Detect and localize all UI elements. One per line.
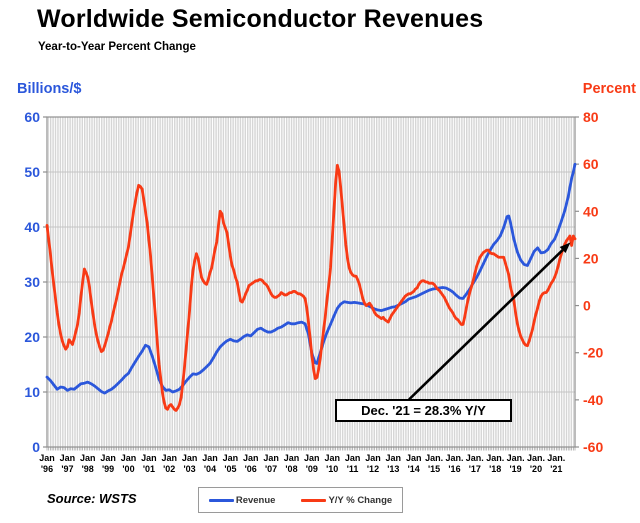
x-tick-year: '21 — [550, 464, 562, 474]
left-axis-unit-label: Billions/$ — [17, 81, 82, 97]
x-tick-year: '00 — [122, 464, 134, 474]
right-axis-tick-label: 20 — [583, 250, 599, 266]
revenue-legend-label: Revenue — [235, 494, 276, 506]
yoy-legend-label: Y/Y % Change — [328, 494, 393, 506]
left-axis-tick-label: 50 — [24, 164, 40, 180]
x-tick-month: Jan — [406, 453, 422, 463]
right-axis-tick-label: 0 — [583, 298, 591, 314]
x-tick-year: '05 — [224, 464, 236, 474]
x-tick-year: '15 — [428, 464, 440, 474]
right-axis-tick-label: 40 — [583, 203, 599, 219]
x-tick-year: '19 — [510, 464, 522, 474]
x-tick-month: Jan — [304, 453, 320, 463]
right-axis-tick-label: 60 — [583, 156, 599, 172]
x-tick-year: '09 — [306, 464, 318, 474]
left-axis-tick-label: 0 — [32, 439, 40, 455]
x-tick-year: '02 — [163, 464, 175, 474]
left-axis-tick-label: 30 — [24, 274, 40, 290]
yoy-line-swatch — [301, 498, 327, 502]
chart-subtitle: Year-to-Year Percent Change — [38, 41, 196, 53]
x-tick-year: '18 — [489, 464, 501, 474]
x-tick-year: '12 — [367, 464, 379, 474]
revenue-line-swatch — [208, 498, 234, 502]
source-credit: Source: WSTS — [47, 491, 137, 506]
x-tick-year: '01 — [143, 464, 155, 474]
x-tick-year: '14 — [408, 464, 420, 474]
x-tick-month: Jan — [365, 453, 381, 463]
x-tick-year: '04 — [204, 464, 216, 474]
x-tick-month: Jan. — [547, 453, 565, 463]
right-axis-ticks: -60 -40 -20 0 20 40 60 80 — [575, 109, 603, 455]
legend-item-revenue: Revenue — [208, 494, 276, 506]
x-tick-year: '96 — [41, 464, 53, 474]
right-axis-tick-label: 80 — [583, 109, 599, 125]
x-tick-year: '99 — [102, 464, 114, 474]
x-tick-month: Jan — [386, 453, 402, 463]
x-tick-year: '07 — [265, 464, 277, 474]
x-tick-month: Jan — [161, 453, 177, 463]
x-tick-month: Jan — [39, 453, 55, 463]
x-tick-month: Jan — [121, 453, 137, 463]
x-tick-month: Jan — [263, 453, 279, 463]
x-tick-month: Jan. — [425, 453, 443, 463]
x-tick-month: Jan — [80, 453, 96, 463]
right-axis-unit-label: Percent — [582, 81, 636, 97]
x-tick-year: '17 — [469, 464, 481, 474]
x-tick-month: Jan. — [527, 453, 545, 463]
x-tick-month: Jan — [182, 453, 198, 463]
x-tick-month: Jan. — [445, 453, 463, 463]
x-tick-year: '98 — [82, 464, 94, 474]
chart-title: Worldwide Semiconductor Revenues — [37, 5, 484, 33]
x-tick-month: Jan. — [507, 453, 525, 463]
x-tick-month: Jan — [60, 453, 76, 463]
x-tick-month: Jan. — [486, 453, 504, 463]
left-axis-tick-label: 10 — [24, 384, 40, 400]
x-tick-year: '16 — [448, 464, 460, 474]
annotation-callout: Dec. '21 = 28.3% Y/Y — [335, 399, 512, 422]
x-tick-month: Jan. — [466, 453, 484, 463]
x-tick-month: Jan — [202, 453, 218, 463]
x-tick-year: '06 — [245, 464, 257, 474]
left-axis-tick-label: 40 — [24, 219, 40, 235]
x-tick-month: Jan — [324, 453, 340, 463]
revenue-line — [45, 162, 577, 395]
x-tick-month: Jan — [345, 453, 361, 463]
x-tick-year: '10 — [326, 464, 338, 474]
x-tick-year: '11 — [347, 464, 359, 474]
annotation-arrow — [408, 242, 571, 401]
left-axis-ticks: 0 10 20 30 40 50 60 — [24, 109, 47, 455]
left-axis-tick-label: 20 — [24, 329, 40, 345]
x-tick-month: Jan — [284, 453, 300, 463]
x-tick-year: '08 — [285, 464, 297, 474]
yoy-change-line — [45, 163, 577, 412]
right-axis-tick-label: -60 — [583, 439, 603, 455]
right-axis-tick-label: -20 — [583, 345, 603, 361]
left-axis-tick-label: 60 — [24, 109, 40, 125]
x-tick-month: Jan — [243, 453, 259, 463]
x-axis-year-labels: Jan'96Jan'97Jan'98Jan'99Jan'00Jan'01Jan'… — [39, 453, 565, 474]
x-tick-month: Jan — [223, 453, 239, 463]
legend-item-yoy: Y/Y % Change — [301, 495, 392, 506]
x-tick-year: '97 — [61, 464, 73, 474]
x-tick-year: '20 — [530, 464, 542, 474]
x-tick-month: Jan — [141, 453, 157, 463]
x-tick-year: '03 — [184, 464, 196, 474]
x-tick-year: '13 — [387, 464, 399, 474]
x-tick-month: Jan — [100, 453, 116, 463]
chart-legend: Revenue Y/Y % Change — [198, 487, 403, 513]
right-axis-tick-label: -40 — [583, 392, 603, 408]
